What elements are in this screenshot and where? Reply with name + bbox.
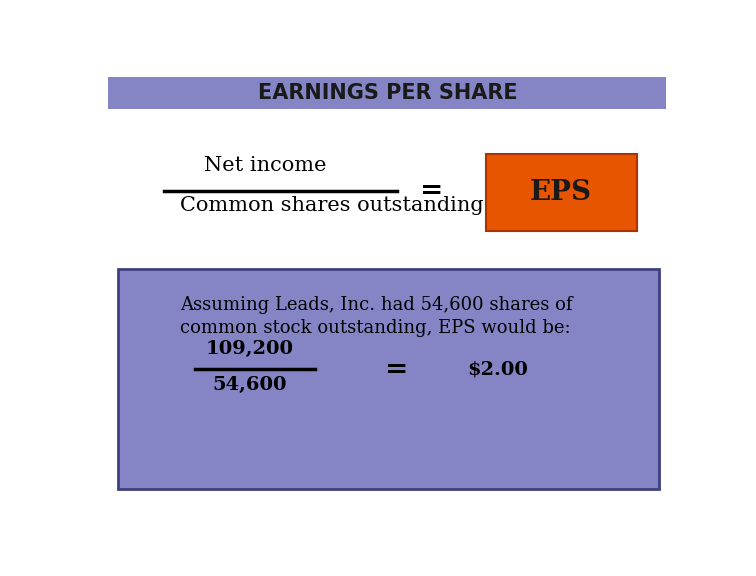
- FancyBboxPatch shape: [108, 77, 667, 109]
- Text: 54,600: 54,600: [212, 376, 287, 393]
- Text: $2.00: $2.00: [467, 361, 528, 378]
- Text: Assuming Leads, Inc. had 54,600 shares of: Assuming Leads, Inc. had 54,600 shares o…: [180, 296, 572, 314]
- Text: 109,200: 109,200: [206, 340, 293, 358]
- Text: EARNINGS PER SHARE: EARNINGS PER SHARE: [258, 83, 517, 103]
- Text: Common shares outstanding: Common shares outstanding: [180, 196, 483, 215]
- Text: =: =: [385, 356, 408, 383]
- Text: EPS: EPS: [530, 179, 592, 206]
- Text: common stock outstanding, EPS would be:: common stock outstanding, EPS would be:: [180, 319, 570, 338]
- FancyBboxPatch shape: [486, 154, 637, 231]
- Text: Net income: Net income: [204, 156, 327, 175]
- FancyBboxPatch shape: [118, 270, 658, 489]
- Text: =: =: [420, 177, 443, 204]
